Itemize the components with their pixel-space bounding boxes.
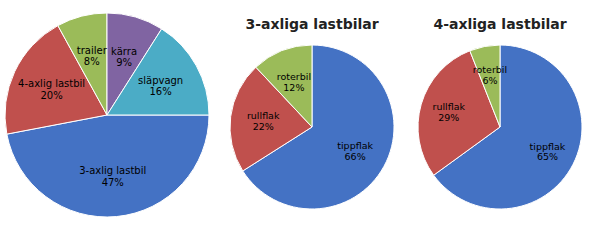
slice-category-label: roterbil <box>277 71 311 82</box>
slice-category-label: kärra <box>111 46 137 57</box>
slice-value-label: 65% <box>537 151 558 162</box>
slice-category-label: roterbil <box>473 64 507 75</box>
slice-value-label: 8% <box>84 56 100 67</box>
pie-slice <box>58 13 107 115</box>
slice-value-label: 6% <box>482 75 497 86</box>
slice-value-label: 29% <box>438 112 459 123</box>
pie-slice <box>243 45 394 209</box>
slice-category-label: släpvagn <box>138 75 183 86</box>
slice-category-label: tippflak <box>530 141 566 152</box>
pie-chart: 4-axliga lastbilar tippflak65% rullflak29%… <box>418 16 582 209</box>
slice-category-label: 4-axlig lastbil <box>18 78 85 89</box>
slices <box>418 45 582 209</box>
pie-slice <box>107 29 209 115</box>
slices <box>230 45 394 209</box>
slice-value-label: 12% <box>283 82 304 93</box>
slice-category-label: rullflak <box>433 101 466 112</box>
slice-category-label: trailer <box>77 45 108 56</box>
slice-labels: 3-axlig lastbil47% 4-axlig lastbil20% trai… <box>18 45 183 188</box>
slice-value-label: 20% <box>41 90 63 101</box>
pie-chart: 3-axliga lastbilar tippflak66% rullflak22%… <box>230 16 394 209</box>
slice-labels: tippflak66% rullflak22% roterbil12% <box>247 71 374 162</box>
chart-title: 4-axliga lastbilar <box>433 16 566 32</box>
slice-value-label: 16% <box>150 86 172 97</box>
slice-category-label: tippflak <box>337 140 373 151</box>
slice-value-label: 9% <box>116 57 132 68</box>
pie-slice <box>7 115 209 217</box>
chart-canvas: 3-axlig lastbil47% 4-axlig lastbil20% trai… <box>0 0 597 229</box>
slice-value-label: 22% <box>253 121 274 132</box>
pie-chart: 3-axlig lastbil47% 4-axlig lastbil20% trai… <box>5 13 209 217</box>
pie-slice <box>470 45 500 127</box>
slice-category-label: 3-axlig lastbil <box>79 165 146 176</box>
slices <box>5 13 209 217</box>
slice-category-label: rullflak <box>247 110 280 121</box>
slice-value-label: 66% <box>345 151 366 162</box>
slice-labels: tippflak65% rullflak29% roterbil6% <box>433 64 566 162</box>
chart-title: 3-axliga lastbilar <box>245 16 378 32</box>
slice-value-label: 47% <box>102 177 124 188</box>
